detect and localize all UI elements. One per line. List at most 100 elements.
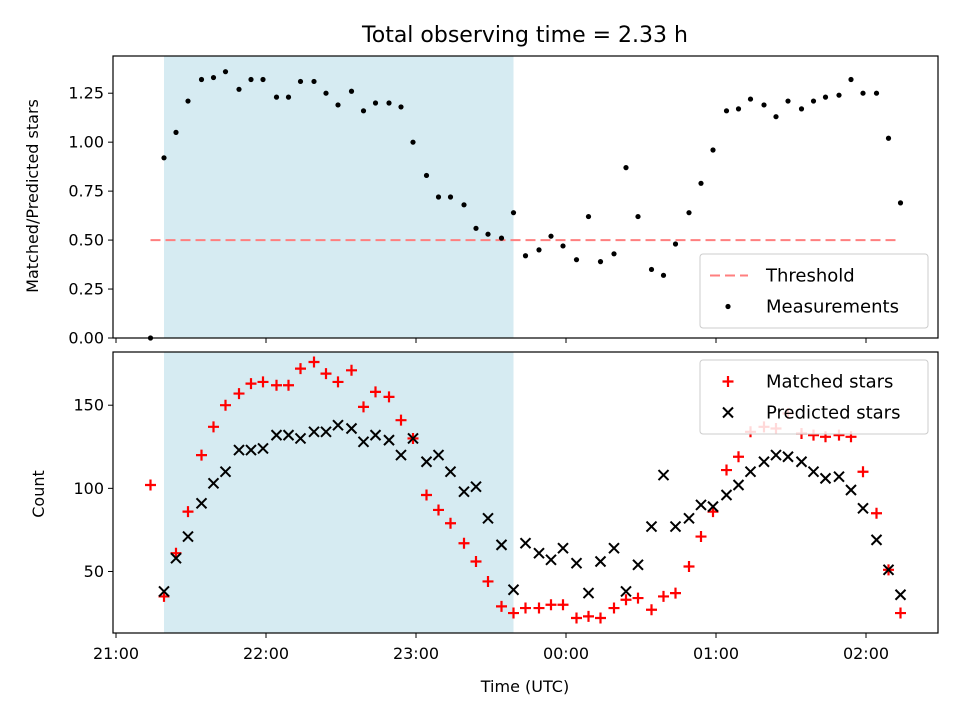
measurements-point [723,108,730,114]
predicted-stars-point [369,429,382,441]
legend-x-marker [722,406,734,419]
measurements-point [648,266,655,273]
predicted-stars-point [432,449,445,461]
matched-stars-point [721,464,732,476]
matched-stars-point [220,399,231,411]
predicted-stars-point [507,584,520,596]
predicted-stars-point [707,500,719,513]
measurements-point [611,251,617,257]
predicted-stars-point [395,449,407,461]
measurements-point [185,98,191,104]
measurements-point [686,210,692,216]
predicted-stars-point [533,547,545,559]
predicted-stars-point [570,557,583,569]
measurements-point [672,241,679,247]
predicted-stars-point [807,466,820,478]
predicted-stars-point [219,466,232,478]
predicted-stars-point [732,479,745,491]
matched-stars-point [571,612,582,624]
measurements-point [372,100,379,106]
predicted-stars-point [545,554,557,566]
y-tick-label: 0.50 [68,231,104,250]
measurements-point [485,231,491,237]
matched-stars-point [871,507,882,519]
y-tick-label: 1.00 [68,133,104,152]
measurements-point [161,155,167,161]
measurements-point [860,90,866,96]
matched-stars-point [458,537,470,549]
measurements-point [548,233,554,239]
measurements-point [423,172,430,179]
measurements-point [273,94,280,100]
measurements-point [597,259,604,265]
measurements-point [522,253,529,259]
matched-stars-point [257,376,269,388]
measurements-point [348,88,355,94]
matched-stars-point [433,504,444,516]
bottom-y-axis-label: Count [29,470,48,518]
predicted-stars-point [357,436,370,448]
predicted-stars-point [458,485,470,498]
matched-stars-point [646,604,657,616]
measurements-point [461,202,467,208]
predicted-stars-point [495,539,508,551]
measurements-point [810,98,817,104]
y-tick-label: 1.25 [68,84,104,103]
measurements-point [222,69,229,75]
measurements-point [747,96,754,102]
y-tick-label: 0.00 [68,329,104,348]
measurements-point [248,76,254,83]
measurements-point [698,180,704,186]
predicted-stars-point [444,466,457,478]
legend-box [699,359,929,435]
matched-stars-point [182,506,194,518]
axes-frame [112,55,939,339]
predicted-stars-point [657,469,670,481]
predicted-stars-point [470,480,482,493]
matched-stars-point [383,391,395,403]
measurements-point [573,257,580,263]
ratio-panel: 0.00 0.25 0.50 0.75 1.00 1.25 Threshold Measure… [68,55,939,348]
measurements-point [761,102,767,108]
predicted-stars-point [233,444,245,456]
measurements-point [536,247,542,253]
predicted-stars-point [170,552,182,564]
y-tick-label: 0.25 [68,280,104,299]
predicted-stars-point [482,512,494,524]
predicted-stars-point [182,530,194,543]
matched-stars-point [658,590,669,602]
x-tick-label: 21:00 [93,644,139,663]
predicted-stars-point [245,444,257,456]
predicted-stars-point [270,429,283,441]
matched-stars-point [421,489,432,501]
measurements-point [897,200,904,206]
legend-label: Predicted stars [766,403,900,424]
matched-stars-point [733,451,744,463]
legend-dot-marker [725,303,731,310]
matched-stars-point [395,414,407,426]
legend-label: Matched stars [766,372,893,393]
top-y-axis-label: Matched/Predicted stars [23,99,42,293]
matched-stars-point [320,368,332,380]
matched-stars-point [533,602,545,614]
predicted-stars-point [158,585,170,598]
matched-stars-point [520,602,531,614]
x-tick-label: 23:00 [393,644,439,663]
matched-stars-point [482,575,494,587]
predicted-stars-point [744,466,757,478]
matched-stars-point [508,607,519,619]
predicted-stars-point [833,470,845,483]
matched-stars-point [295,363,306,375]
matched-stars-point [358,401,369,413]
measurements-point [435,194,442,200]
x-axis-label: Time (UTC) [480,677,569,696]
predicted-stars-point [257,442,269,455]
predicted-stars-point [195,497,208,510]
predicted-stars-point [845,484,857,496]
matched-stars-point [895,607,906,619]
measurements-point [360,108,367,114]
matched-stars-point [445,517,456,529]
measurements-point [735,106,742,112]
matched-stars-point [245,378,257,390]
measurements-point [822,94,829,100]
